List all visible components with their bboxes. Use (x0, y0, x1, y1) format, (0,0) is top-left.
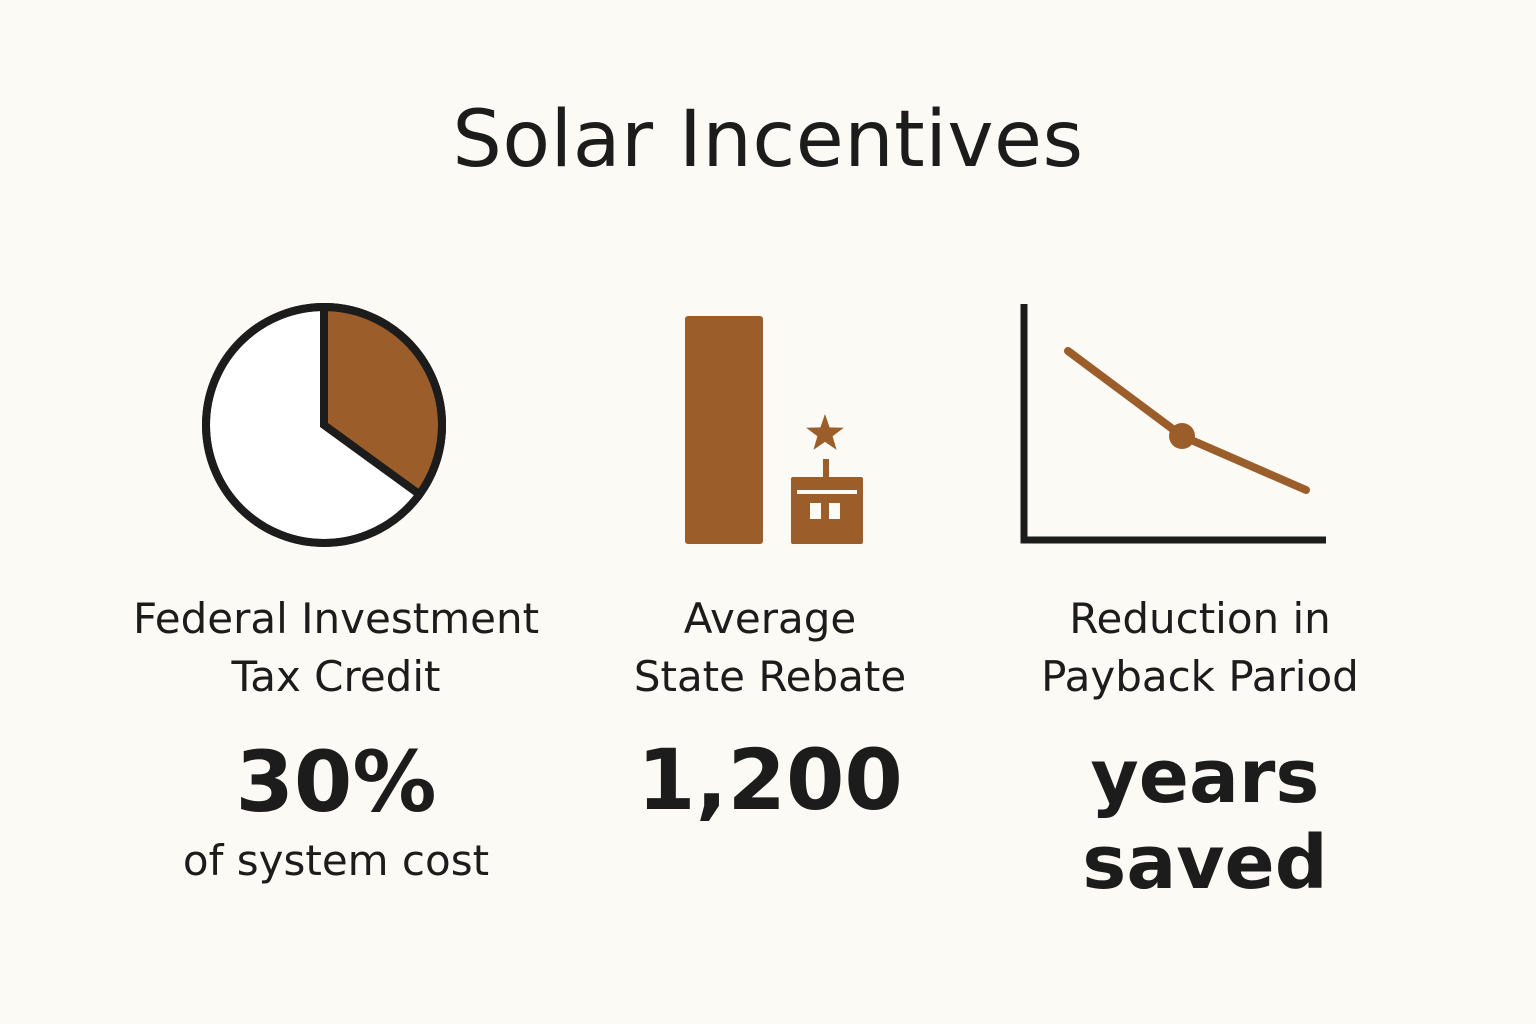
card-3-label-line1: Reduction in (1069, 594, 1331, 643)
card-1-label-line2: Tax Credit (231, 652, 441, 701)
card-3-value-line1: years (1090, 734, 1320, 820)
bar-icon (685, 316, 763, 544)
card-2-value: 1,200 (637, 731, 903, 829)
card-3-label: Reduction in Payback Pariod (980, 590, 1420, 706)
card-3-value: years saved (1000, 734, 1410, 906)
page-title: Solar Incentives (452, 95, 1084, 185)
bar-building-icon (685, 316, 863, 544)
card-2-label-line2: State Rebate (633, 652, 907, 701)
card-1-subtext: of system cost (182, 836, 490, 885)
card-1-label: Federal Investment Tax Credit (96, 590, 576, 706)
pie-chart-icon (202, 302, 446, 547)
card-3-value-line2: saved (1082, 820, 1328, 906)
decline-line (1064, 347, 1310, 494)
card-1-label-line1: Federal Investment (132, 594, 540, 643)
card-3-label-line2: Payback Pariod (1041, 652, 1359, 701)
card-1-value: 30% (235, 733, 437, 831)
star-icon (806, 414, 844, 450)
building-icon (791, 477, 863, 544)
card-2-label-line1: Average (683, 594, 857, 643)
decline-point (1169, 423, 1195, 449)
chart-axes (1020, 304, 1326, 544)
declining-line-chart-icon (1020, 304, 1326, 544)
card-2-label: Average State Rebate (560, 590, 980, 706)
